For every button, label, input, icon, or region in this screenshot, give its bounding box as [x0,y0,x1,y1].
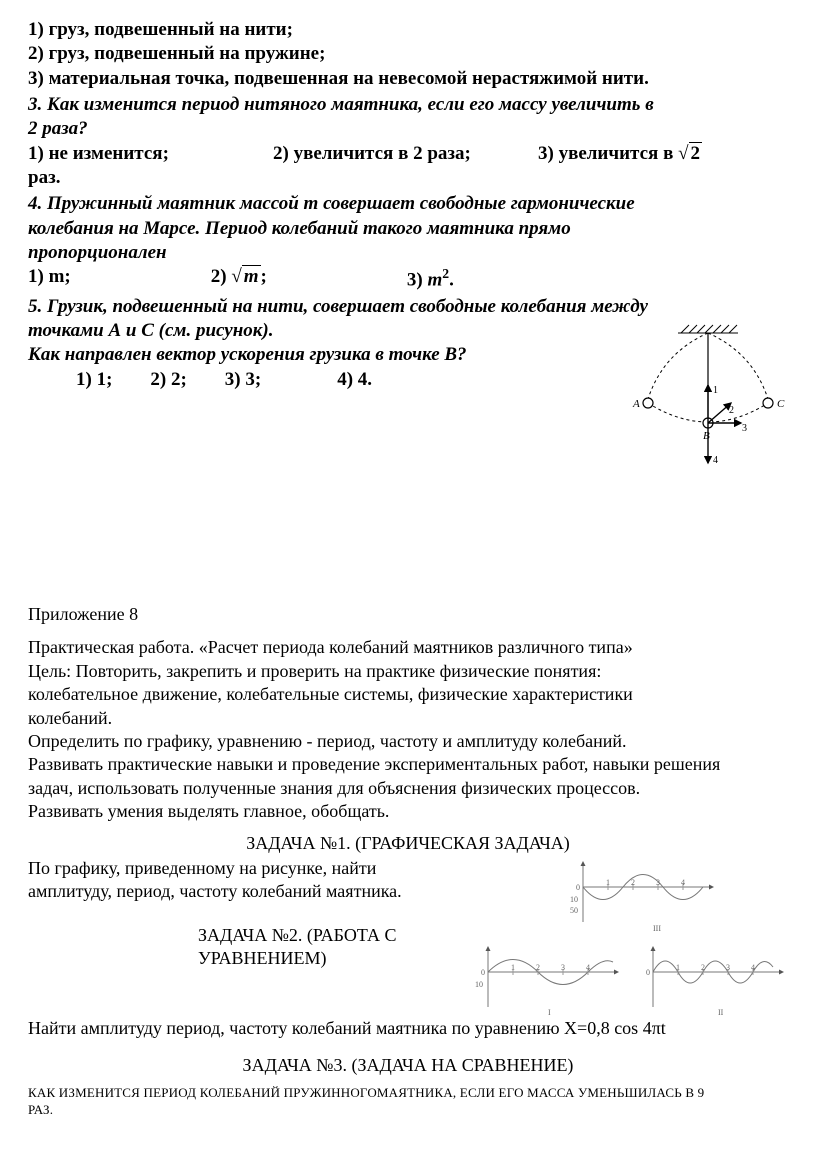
svg-text:0: 0 [646,968,650,977]
svg-text:4: 4 [681,878,685,887]
goal-4: Определить по графику, уравнению - перио… [28,730,788,753]
sqrt-icon: 2 [678,142,702,166]
q5-p2: точками А и С (см. рисунок). [28,319,623,343]
q3-opt1: 1) не изменится; [28,142,273,166]
svg-text:2: 2 [701,963,705,972]
svg-text:10: 10 [475,980,483,989]
graphs-svg: 0 10 50 12 34 III 0 10 12 [468,857,788,1017]
q5-p1: 5. Грузик, подвешенный на нити, совершае… [28,295,788,319]
q4-o3-post: . [449,269,454,290]
svg-text:0: 0 [576,883,580,892]
q3-opt3: 3) увеличится в 2 [538,142,702,166]
appendix-heading: Приложение 8 [28,603,788,626]
sqrt-icon: m [231,265,260,289]
fig-label-c: C [777,398,785,410]
goal-3: колебаний. [28,707,788,730]
q3-tail: раз. [28,166,788,190]
q4-o3-base: m [427,269,442,290]
goal-5: Развивать практические навыки и проведен… [28,753,788,776]
q4-o1: 1) m; [28,265,71,293]
q5-text-col: точками А и С (см. рисунок). Как направл… [28,319,623,483]
fig-label-a: A [632,398,640,410]
fig-n1: 1 [713,385,718,396]
q5-p3: Как направлен вектор ускорения грузика в… [28,343,623,367]
q4-o2: 2) m; [211,265,267,293]
q3-options-row: 1) не изменится; 2) увеличится в 2 раза;… [28,142,788,166]
svg-text:1: 1 [606,878,610,887]
q3-opt3-pre: 3) увеличится в [538,143,678,164]
q4-p1: 4. Пружинный маятник массой m совершает … [28,192,788,216]
pendulum-svg: A C B 1 2 3 4 [623,323,788,483]
svg-text:3: 3 [656,878,660,887]
svg-text:4: 4 [586,963,590,972]
svg-text:3: 3 [726,963,730,972]
q4-o2-pre: 2) [211,266,232,287]
q3-opt3-rad: 2 [689,142,703,164]
q1-ans3: 3) материальная точка, подвешенная на не… [28,67,788,91]
task3-line2: РАЗ. [28,1101,788,1119]
q4-p2: колебания на Марсе. Период колебаний так… [28,217,788,241]
q3-prompt-b: 2 раза? [28,117,788,141]
fig-n2: 2 [729,405,734,416]
svg-text:I: I [548,1008,551,1017]
q5-row: точками А и С (см. рисунок). Как направл… [28,319,788,483]
svg-text:2: 2 [536,963,540,972]
q1-ans2: 2) груз, подвешенный на пружине; [28,42,788,66]
svg-text:4: 4 [751,963,755,972]
svg-text:10: 10 [570,895,578,904]
svg-text:50: 50 [570,906,578,915]
fig-label-b: B [703,430,710,442]
appendix-section: Приложение 8 Практическая работа. «Расче… [28,603,788,1119]
goal-7: Развивать умения выделять главное, обобщ… [28,800,788,823]
q3-prompt-a: 3. Как изменится период нитяного маятник… [28,93,788,117]
svg-text:1: 1 [676,963,680,972]
task3-line1: КАК ИЗМЕНИТСЯ ПЕРИОД КОЛЕБАНИЙ ПРУЖИННОГ… [28,1084,788,1102]
goal-6: задач, использовать полученные знания дл… [28,777,788,800]
task2-line1: Найти амплитуду период, частоту колебани… [28,1017,788,1040]
fig-n3: 3 [742,423,747,434]
goal-1: Цель: Повторить, закрепить и проверить н… [28,660,788,683]
svg-text:2: 2 [631,878,635,887]
svg-text:1: 1 [511,963,515,972]
practical-title: Практическая работа. «Расчет периода кол… [28,636,788,659]
svg-text:III: III [653,924,661,933]
task1-title: ЗАДАЧА №1. (ГРАФИЧЕСКАЯ ЗАДАЧА) [28,832,788,855]
q4-p3: пропорционален [28,241,788,265]
svg-text:0: 0 [481,968,485,977]
q3-opt2: 2) увеличится в 2 раза; [273,142,538,166]
svg-text:3: 3 [561,963,565,972]
q4-o2-rad: m [242,265,261,287]
q4-o3-pre: 3) [407,269,428,290]
graphs-block: 0 10 50 12 34 III 0 10 12 [468,857,788,1017]
q4-o3: 3) m2. [407,265,454,293]
fig-n4: 4 [713,455,718,466]
q1-ans1: 1) груз, подвешенный на нити; [28,18,788,42]
goal-2: колебательное движение, колебательные си… [28,683,788,706]
q5-opts: 1) 1; 2) 2; 3) 3; 4) 4. [76,368,623,392]
task3-title: ЗАДАЧА №3. (ЗАДАЧА НА СРАВНЕНИЕ) [28,1054,788,1077]
svg-text:II: II [718,1008,724,1017]
q4-o2-post: ; [261,266,267,287]
pendulum-figure: A C B 1 2 3 4 [623,323,788,483]
q4-opts: 1) m; 2) m; 3) m2. [28,265,788,293]
